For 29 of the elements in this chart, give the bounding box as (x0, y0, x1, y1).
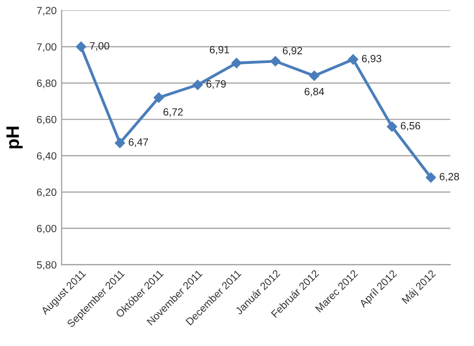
data-label: 7,00 (90, 42, 110, 51)
y-tick-label: 6,20 (37, 188, 56, 198)
point (154, 92, 164, 103)
y-tick-label: 6,00 (37, 224, 56, 234)
point (192, 80, 203, 90)
point (426, 172, 436, 183)
point (270, 56, 281, 66)
point (309, 70, 320, 81)
data-label: 6,79 (206, 80, 226, 89)
data-label: 6,93 (362, 54, 382, 64)
data-label: 6,72 (163, 108, 183, 117)
point (114, 138, 126, 148)
point (231, 58, 242, 68)
data-label: 6,28 (440, 172, 460, 182)
point (76, 42, 86, 52)
y-axis-title: pH (6, 126, 23, 148)
y-tick-label: 7,20 (37, 6, 56, 16)
data-label: 6,47 (128, 138, 148, 148)
data-label: 6,56 (400, 122, 420, 131)
y-tick-label: 7,00 (37, 43, 56, 52)
y-tick-label: 5,80 (36, 261, 56, 270)
data-label: 6,91 (210, 46, 230, 55)
data-label: 6,92 (282, 46, 302, 56)
point (386, 122, 398, 132)
y-tick-label: 6,40 (37, 152, 56, 161)
data-label: 6,84 (304, 88, 324, 96)
y-tick-label: 6,60 (37, 116, 56, 124)
y-tick-label: 6,80 (37, 80, 56, 88)
point (348, 54, 358, 65)
